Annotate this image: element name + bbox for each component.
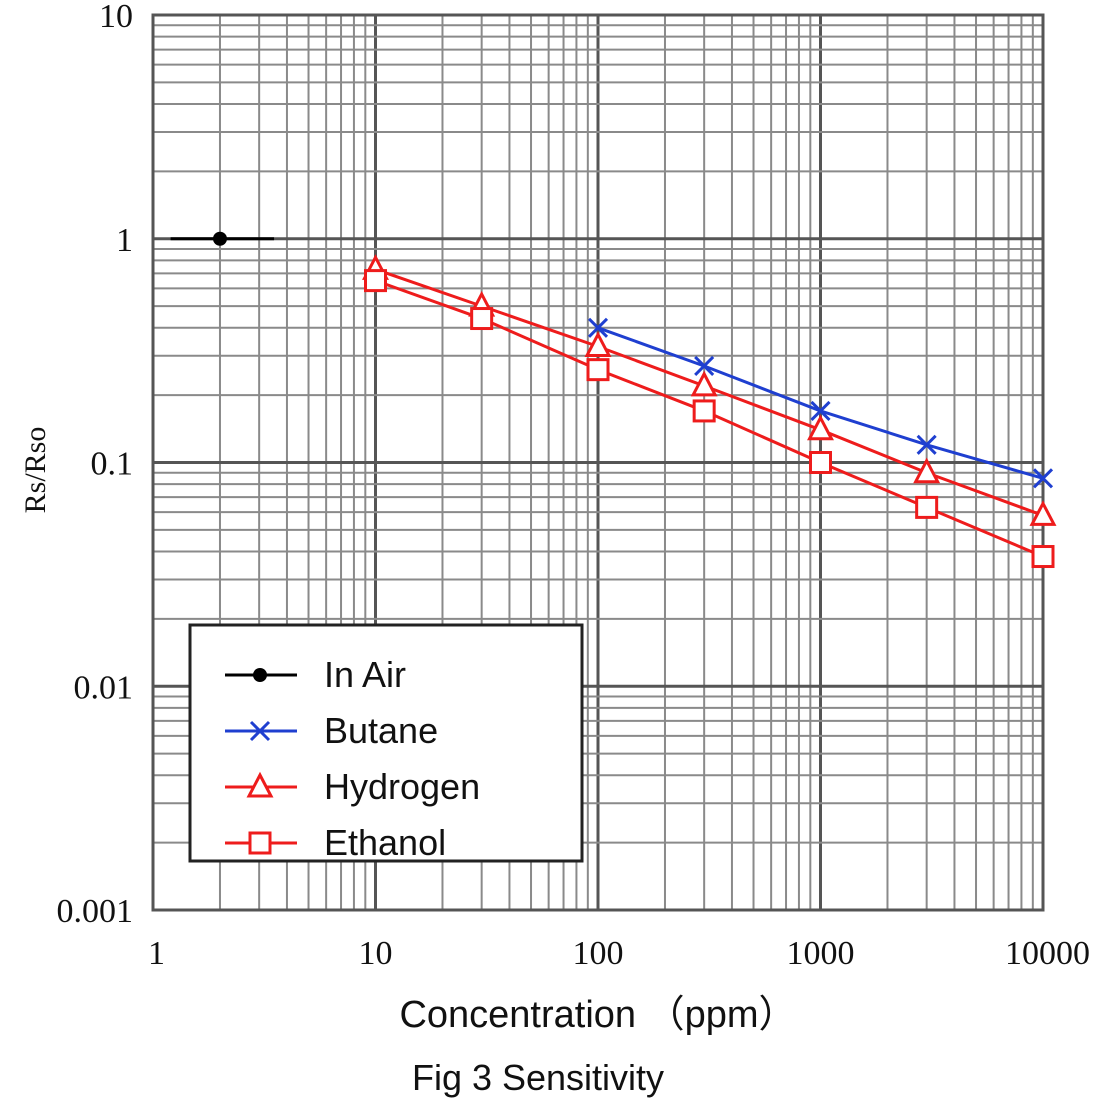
legend-label: Butane: [324, 710, 438, 751]
data-point-square: [364, 269, 387, 293]
figure-caption: Fig 3 Sensitivity: [412, 1057, 664, 1098]
data-point-square: [1031, 545, 1055, 569]
x-tick-labels: 1 10 100 1000 10000: [148, 935, 1090, 972]
data-point-cross: [1032, 468, 1054, 489]
data-point-cross: [916, 434, 937, 455]
data-point-square: [809, 451, 832, 474]
data-point-triangle: [584, 331, 612, 357]
y-axis-label: Rs/Rso: [19, 427, 52, 514]
legend-item-ethanol: Ethanol: [225, 822, 446, 863]
cross-stroke: [694, 355, 715, 377]
data-point-cross: [587, 317, 609, 338]
plot-frame: [151, 13, 1045, 912]
data-point-triangle: [246, 771, 274, 798]
data-point-triangle: [690, 370, 718, 397]
cross-stroke: [249, 720, 271, 742]
y-tick-labels: 10 1 0.1 0.01 0.001: [57, 0, 134, 930]
y-tick-label: 1: [116, 222, 133, 259]
legend-label: Hydrogen: [324, 766, 480, 807]
series-layer: [170, 231, 1057, 569]
y-tick-label: 0.01: [74, 669, 134, 706]
data-point-cross: [249, 720, 271, 742]
data-point-square: [248, 831, 272, 855]
legend: In Air Butane Hydrogen Ethanol: [188, 623, 584, 863]
cross-stroke: [587, 317, 609, 338]
y-tick-label: 0.001: [57, 893, 134, 930]
x-axis-label: Concentration （ppm）: [399, 994, 796, 1036]
legend-item-in-air: In Air: [225, 654, 406, 695]
legend-label: In Air: [324, 654, 406, 695]
data-point-square: [915, 495, 939, 519]
x-tick-label: 100: [573, 935, 624, 972]
data-point-cross: [810, 400, 831, 421]
y-tick-label: 10: [99, 0, 133, 35]
x-tick-label: 1000: [787, 935, 855, 972]
series-butane: [587, 317, 1054, 489]
legend-label: Ethanol: [324, 822, 446, 863]
data-point-square: [692, 399, 716, 423]
series-ethanol: [364, 269, 1055, 569]
x-tick-label: 10: [359, 935, 393, 972]
legend-item-hydrogen: Hydrogen: [225, 766, 480, 807]
legend-item-butane: Butane: [225, 710, 438, 751]
legend-box: [188, 623, 584, 863]
cross-stroke: [916, 434, 937, 455]
series-in-air: [170, 231, 275, 246]
data-point-triangle: [1029, 500, 1057, 526]
data-point-dot: [212, 231, 227, 246]
y-tick-label: 0.1: [91, 446, 134, 483]
data-point-dot: [253, 668, 267, 682]
data-point-square: [470, 307, 494, 331]
cross-stroke: [810, 400, 831, 421]
x-tick-label: 1: [148, 935, 165, 972]
data-point-square: [586, 358, 610, 382]
data-point-triangle: [913, 457, 941, 484]
cross-stroke: [1032, 468, 1054, 489]
data-point-triangle: [807, 414, 834, 441]
data-point-cross: [694, 355, 715, 377]
x-tick-label: 10000: [1005, 935, 1090, 972]
